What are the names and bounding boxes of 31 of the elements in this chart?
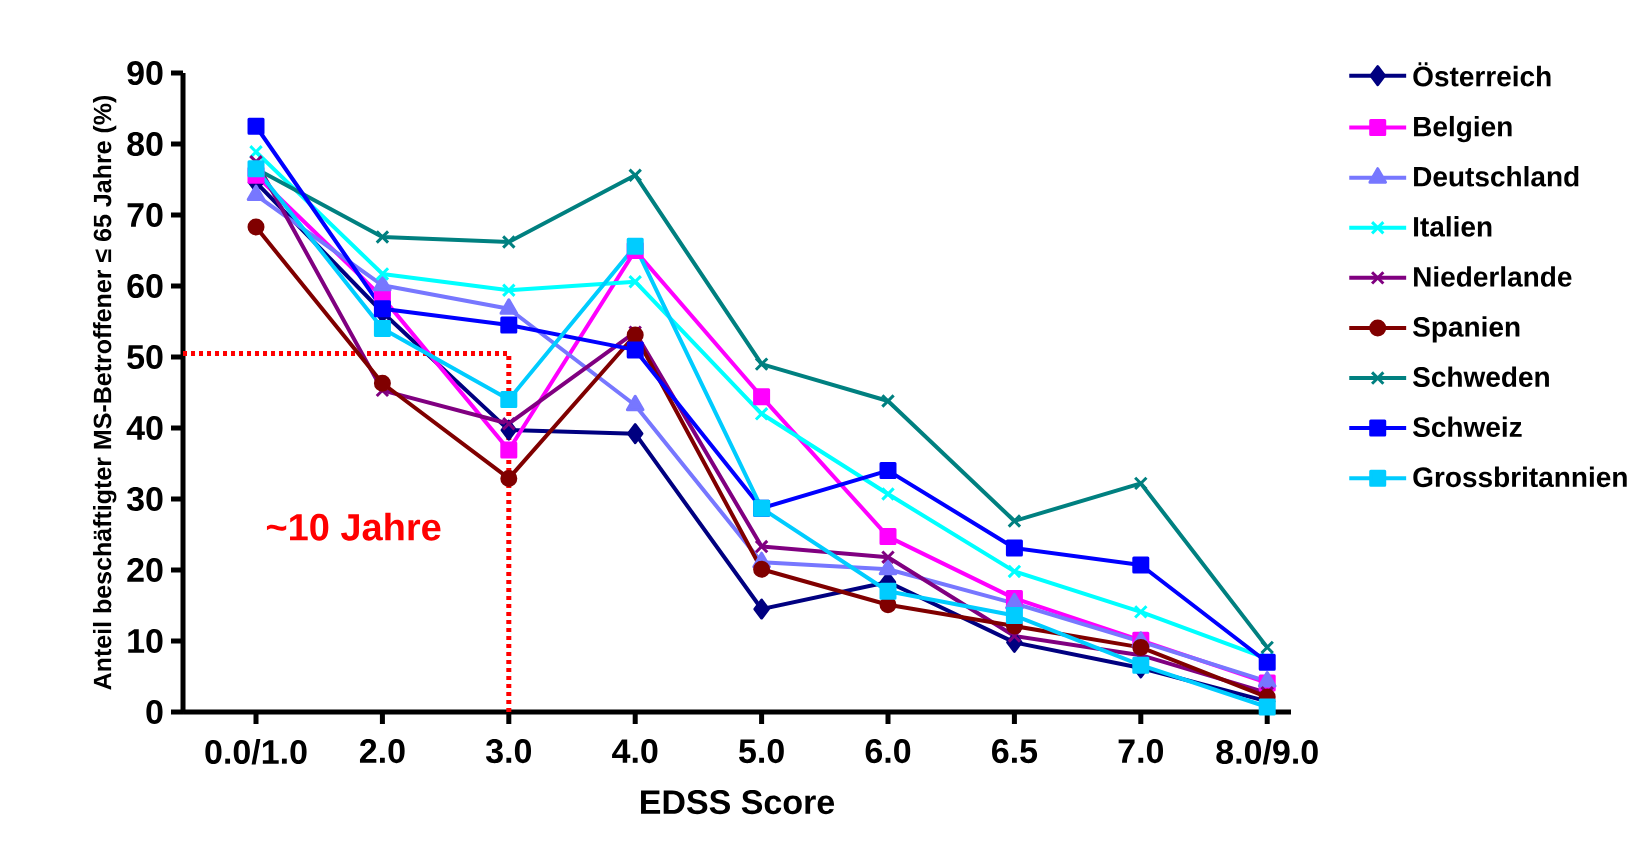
legend-label: Niederlande: [1414, 266, 1572, 287]
x-tick-label: 8.0/9.0: [1216, 739, 1318, 765]
y-tick-label: 80: [127, 131, 163, 157]
x-tick-label: 6.5: [992, 739, 1038, 764]
x-tick-label: 7.0: [1118, 739, 1164, 764]
x-tick-label: 6.0: [865, 739, 911, 764]
y-tick-label: 70: [127, 202, 163, 228]
legend-label: Schweden: [1412, 366, 1549, 387]
legend-label: Italien: [1414, 216, 1492, 237]
x-axis-title: EDSS Score: [641, 790, 835, 815]
y-tick-label: 20: [127, 557, 163, 583]
legend-label: Österreich: [1413, 62, 1551, 87]
x-tick-label: 4.0: [612, 739, 658, 764]
x-tick-label: 3.0: [485, 739, 532, 764]
x-tick-label: 5.0: [739, 739, 784, 764]
legend-label: Grossbritannien: [1413, 466, 1627, 488]
x-tick-label: 2.0: [359, 739, 405, 764]
legend-label: Schweiz: [1412, 416, 1522, 438]
annotation: ~10 Jahre: [266, 512, 441, 541]
y-axis-title: Anteil beschäftigter MS-Betroffener ≤ 65 Jahre (%): [92, 95, 117, 690]
y-tick-label: 0: [146, 699, 163, 725]
x-tick-label: 0.0/1.0: [205, 739, 307, 765]
legend-label: Deutschland: [1414, 166, 1579, 187]
y-tick-label: 50: [127, 344, 163, 370]
y-tick-label: 10: [128, 628, 163, 654]
y-tick-label: 60: [127, 273, 163, 299]
y-tick-label: 30: [126, 486, 163, 512]
y-tick-label: 90: [127, 60, 163, 86]
legend-label: Spanien: [1412, 316, 1520, 343]
y-tick-label: 40: [126, 415, 163, 441]
legend-label: Belgien: [1414, 115, 1512, 143]
